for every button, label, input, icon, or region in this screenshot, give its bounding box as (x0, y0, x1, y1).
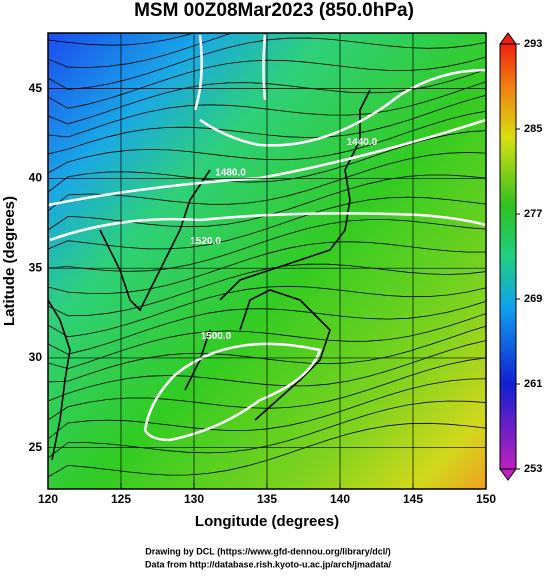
contour-label: 1440.0 (347, 137, 378, 148)
x-axis-label: Longitude (degrees) (195, 513, 339, 530)
colorbar-tick-label: 269 (524, 293, 542, 305)
contour-label: 1480.0 (215, 168, 246, 179)
y-tick-label: 25 (29, 440, 43, 454)
y-tick-label: 30 (29, 350, 43, 364)
colorbar-min-arrow (499, 468, 517, 481)
footer-line: Data from http://database.rish.kyoto-u.a… (145, 559, 392, 569)
colorbar-tick-label: 285 (524, 123, 542, 135)
y-tick-label: 40 (29, 171, 43, 185)
y-tick-label: 35 (29, 260, 43, 274)
colorbar (499, 43, 517, 470)
x-tick-label: 140 (330, 492, 350, 506)
x-tick-label: 135 (257, 492, 277, 506)
plot-area: 1440.0 1480.0 1520.0 1500.0 (48, 33, 486, 489)
contour-label: 1500.0 (201, 331, 232, 342)
x-tick-label: 150 (476, 492, 496, 506)
colorbar-max-arrow (499, 32, 517, 45)
x-tick-label: 120 (38, 492, 58, 506)
colorbar-tick-label: 277 (524, 208, 542, 220)
x-tick-label: 130 (184, 492, 204, 506)
colorbar-tick-label: 261 (524, 378, 542, 390)
x-tick-label: 145 (403, 492, 423, 506)
colorbar-tick-label: 293 (524, 38, 542, 50)
height-contours (48, 34, 486, 442)
contour-label: 1520.0 (190, 236, 221, 247)
title: MSM 00Z08Mar2023 (850.0hPa) (134, 0, 414, 21)
colorbar-tick-label: 253 (524, 463, 542, 475)
y-tick-label: 45 (29, 81, 43, 95)
footer-line: Drawing by DCL (https://www.gfd-dennou.o… (145, 546, 391, 556)
x-tick-label: 125 (111, 492, 131, 506)
y-axis-label: Latitude (degrees) (1, 196, 18, 326)
